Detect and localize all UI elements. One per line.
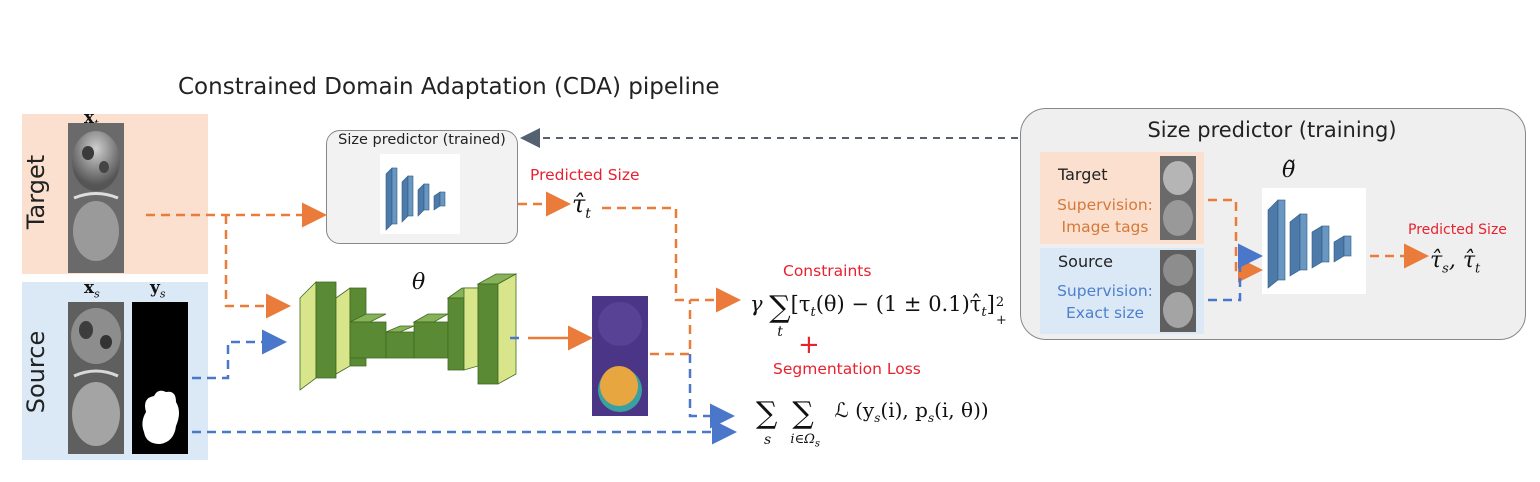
small-network-icon-training: [1267, 199, 1352, 289]
training-source-label: Source: [1058, 252, 1113, 271]
segmentation-loss-label: Segmentation Loss: [773, 360, 921, 378]
constraints-label: Constraints: [783, 262, 872, 280]
training-target-label: Target: [1058, 165, 1108, 184]
ys-label: ys: [150, 278, 166, 301]
theta-tilde-label: θ̃: [1282, 158, 1296, 183]
arrow-seg-to-loss: [688, 354, 735, 429]
training-source-exact: Exact size: [1065, 304, 1145, 322]
arrow-train-target: [1208, 198, 1263, 283]
small-network-icon: [385, 167, 446, 231]
small-net-trained: [380, 154, 460, 234]
pipeline-title: Constrained Domain Adaptation (CDA) pipe…: [178, 74, 720, 100]
predicted-size-label: Predicted Size: [530, 166, 640, 184]
arrow-seg-to-constraint: [650, 300, 692, 356]
source-mask: [132, 302, 188, 454]
training-output: τ̂s, τ̂t: [1430, 248, 1481, 277]
training-target-mri: [1160, 156, 1196, 240]
training-source-mri: [1160, 250, 1196, 332]
theta-label: θ: [412, 270, 426, 295]
training-target-image: [1160, 156, 1196, 240]
training-source-supervision: Supervision:: [1057, 282, 1153, 300]
tau-t: τ̂t: [572, 190, 591, 222]
target-mri-image: [68, 123, 124, 273]
source-image: [68, 302, 124, 454]
constraint-formula: γ ∑ t [τt(θ) − (1 ± 0.1)τ̂t] 2 +: [750, 290, 1007, 340]
size-predictor-training-title: Size predictor (training): [1147, 118, 1397, 142]
size-predictor-trained-title: Size predictor (trained): [338, 132, 506, 148]
arrow-source-to-unet: [192, 329, 287, 380]
plus-sign: +: [798, 330, 820, 360]
segmentation-output-image: [592, 296, 648, 416]
loss-formula: ∑ s ∑ i∈Ωs ℒ (ys(i), ps(i, θ)): [756, 396, 989, 450]
xs-label: xs: [84, 278, 100, 301]
source-mri-image: [68, 302, 124, 454]
segmentation-overlay: [592, 296, 648, 416]
small-net-training: [1262, 188, 1366, 294]
arrow-target-to-unet: [224, 215, 291, 319]
training-target-supervision: Supervision:: [1057, 196, 1153, 214]
arrow-tau-to-constraint: [602, 206, 741, 313]
unet-diagram: [299, 273, 518, 391]
training-source-image: [1160, 250, 1196, 332]
mask-blob: [142, 390, 179, 444]
target-image: [68, 123, 124, 273]
training-target-tags: Image tags: [1061, 218, 1149, 236]
training-predicted-size-label: Predicted Size: [1408, 222, 1507, 238]
arrow-train-source: [1208, 243, 1263, 302]
